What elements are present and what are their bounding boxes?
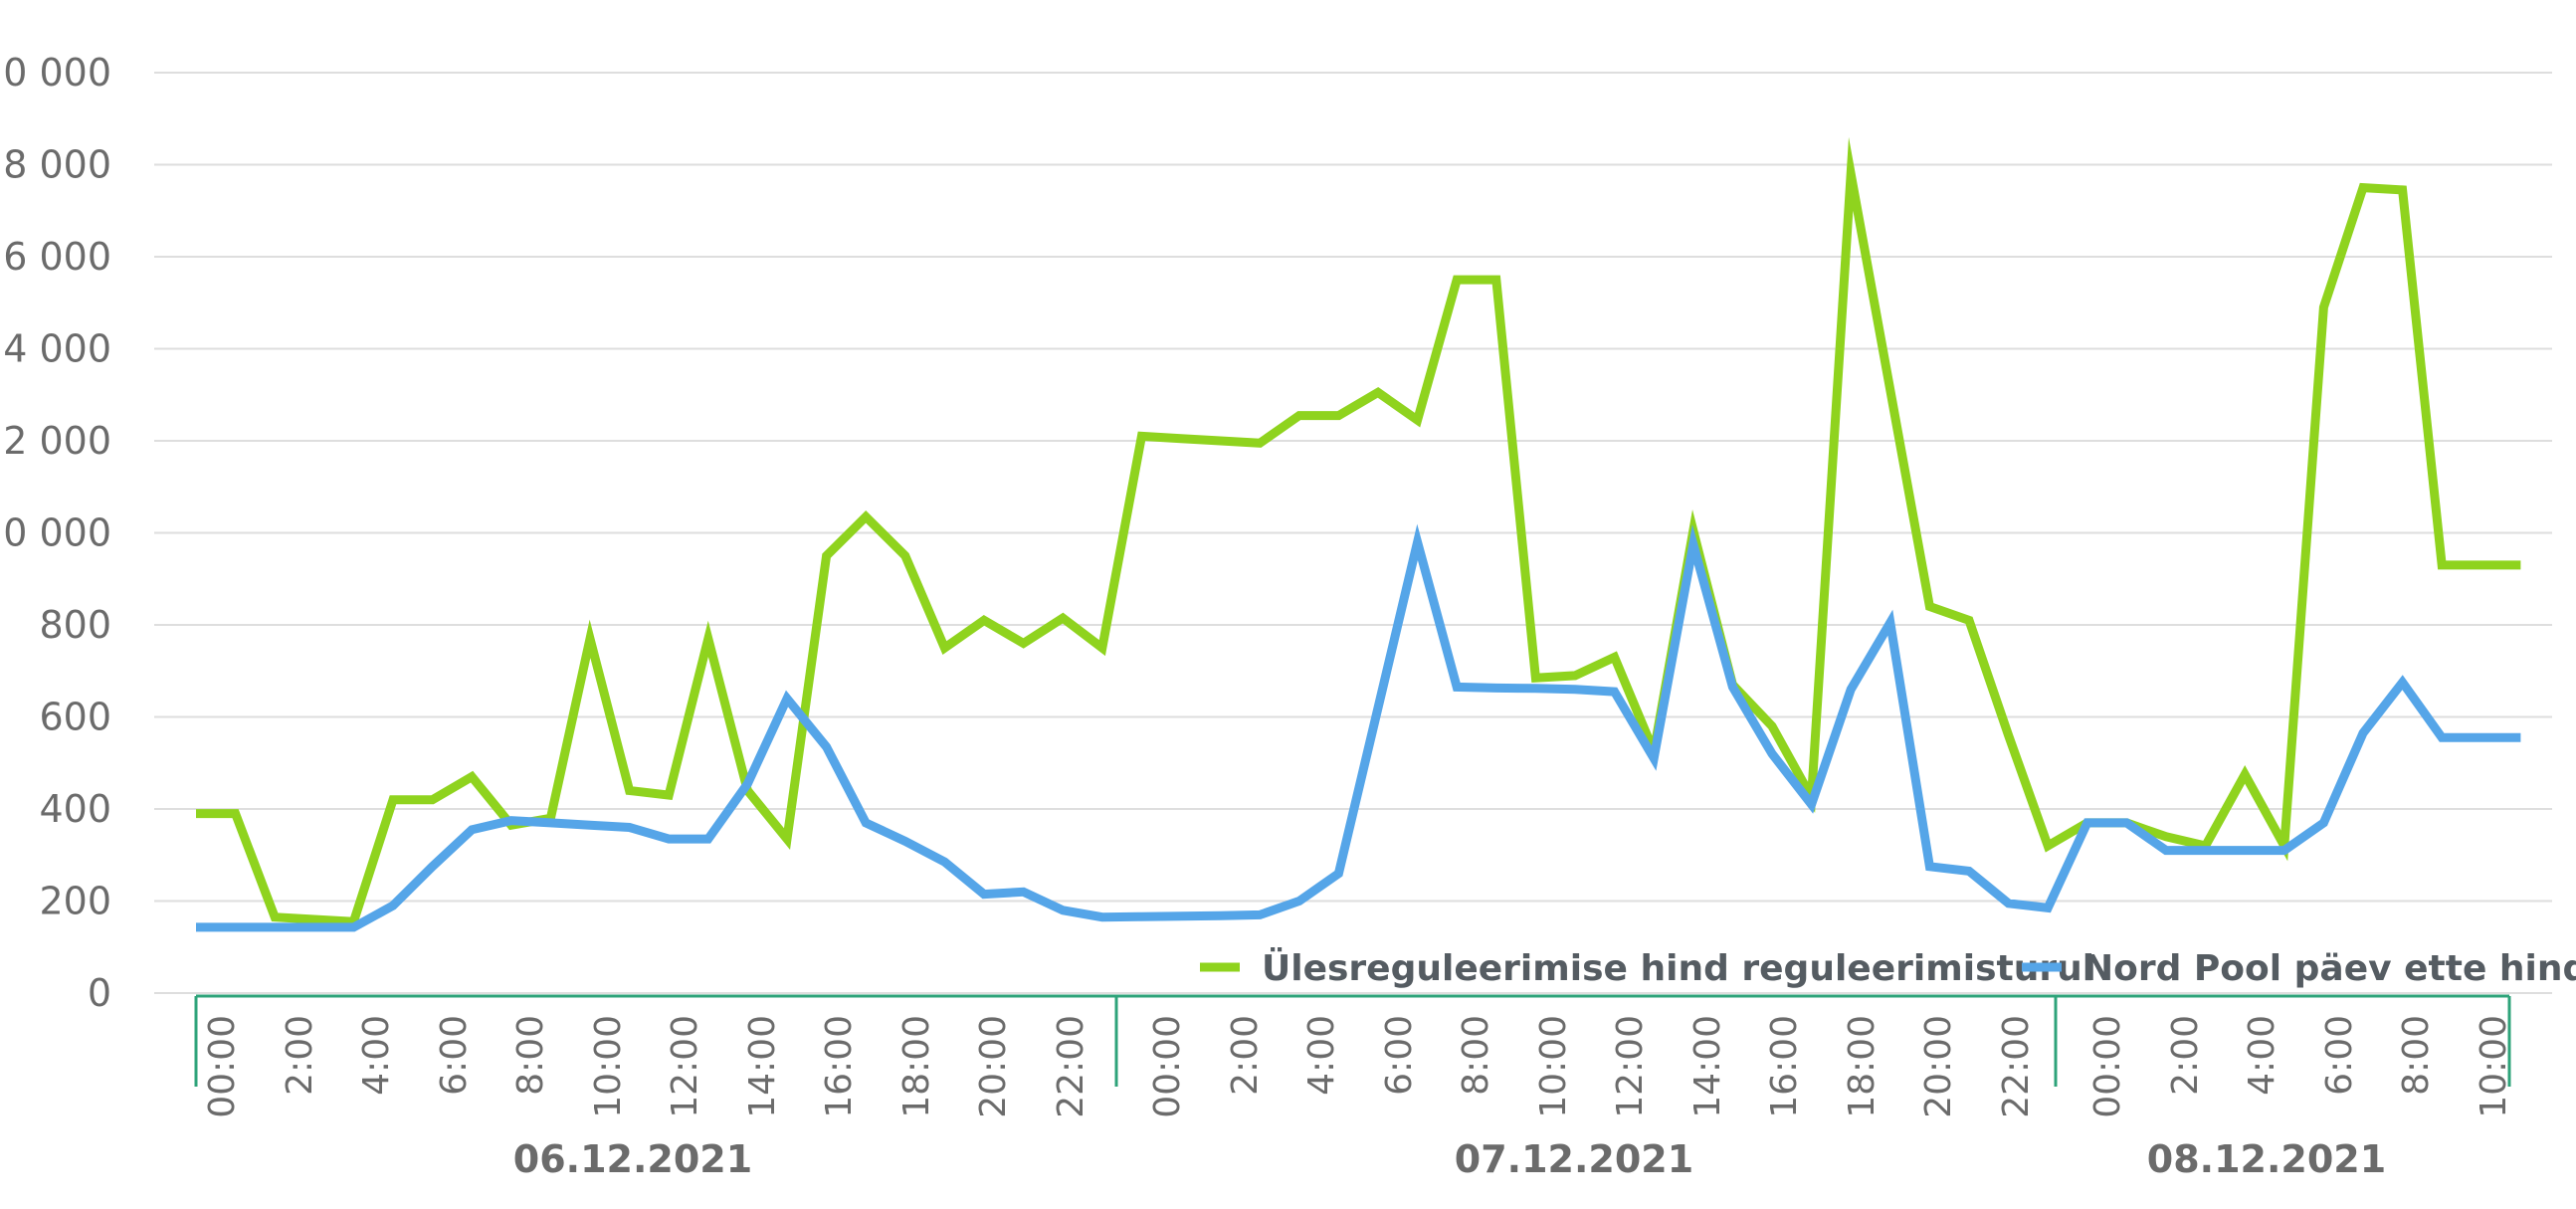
day-label: 08.12.2021	[2147, 1137, 2386, 1181]
day-labels: 06.12.2021 07.12.2021 08.12.2021	[513, 1137, 2386, 1181]
x-axis	[194, 994, 2511, 1087]
x-tick-label: 4:00	[2242, 1015, 2282, 1096]
y-tick-label: 16 000	[0, 235, 111, 279]
x-tick-label: 8:00	[510, 1015, 551, 1096]
y-tick-label: 0	[88, 971, 111, 1015]
x-tick-label: 8:00	[1456, 1015, 1496, 1096]
series-line-1	[196, 523, 2521, 932]
x-tick-label: 6:00	[2319, 1015, 2360, 1096]
y-tick-label: 200	[39, 880, 111, 923]
x-tick-label: 22:00	[1996, 1015, 2037, 1118]
x-tick-label: 10:00	[1533, 1015, 1574, 1118]
y-tick-label: 12 000	[0, 419, 111, 463]
y-tick-label: 20 000	[0, 51, 111, 95]
legend: Ülesreguleerimise hind reguleerimisturul…	[1200, 947, 2576, 989]
x-tick-label: 2:00	[280, 1015, 320, 1096]
x-tick-label: 12:00	[665, 1015, 705, 1118]
x-tick-label: 4:00	[356, 1015, 397, 1096]
y-tick-label: 18 000	[0, 143, 111, 187]
x-tick-label: 4:00	[1301, 1015, 1342, 1096]
x-tick-label: 2:00	[1225, 1015, 1266, 1096]
legend-label-green: Ülesreguleerimise hind reguleerimisturul	[1262, 947, 2094, 989]
day-label: 07.12.2021	[1455, 1137, 1693, 1181]
x-tick-label: 00:00	[202, 1015, 243, 1118]
y-tick-label: 10 000	[0, 511, 111, 555]
x-tick-label: 00:00	[1147, 1015, 1188, 1118]
legend-label-blue: Nord Pool päev ette hind	[2083, 948, 2576, 989]
x-tick-label: 16:00	[819, 1015, 860, 1118]
y-tick-label: 600	[39, 696, 111, 739]
y-tick-label: 800	[39, 603, 111, 647]
day-label: 06.12.2021	[513, 1137, 752, 1181]
x-tick-label: 10:00	[2474, 1015, 2514, 1118]
x-tick-label: 18:00	[1842, 1015, 1882, 1118]
grid-lines	[154, 72, 2552, 994]
x-tick-label: 20:00	[973, 1015, 1014, 1118]
x-axis-tick-labels: 00:00 2:00 4:00 6:00 8:00 10:00 12:00 14:00 16:0…	[202, 1015, 2514, 1118]
y-tick-label: 14 000	[0, 327, 111, 371]
x-tick-label: 22:00	[1051, 1015, 1091, 1118]
x-tick-label: 2:00	[2165, 1015, 2206, 1096]
x-tick-label: 8:00	[2396, 1015, 2437, 1096]
x-tick-label: 16:00	[1764, 1015, 1805, 1118]
x-tick-label: 6:00	[1379, 1015, 1420, 1096]
x-tick-label: 14:00	[1687, 1015, 1728, 1118]
y-axis-tick-labels: 0 200 400 600 800 10 000 12 000 14 000 16 000 18 …	[0, 51, 111, 1015]
series-lines	[196, 136, 2521, 932]
x-tick-label: 12:00	[1610, 1015, 1651, 1118]
x-tick-label: 20:00	[1918, 1015, 1959, 1118]
y-tick-label: 400	[39, 787, 111, 831]
x-tick-label: 18:00	[896, 1015, 937, 1118]
x-tick-label: 00:00	[2087, 1015, 2128, 1118]
x-tick-label: 14:00	[742, 1015, 783, 1118]
x-tick-label: 10:00	[588, 1015, 629, 1118]
x-tick-label: 6:00	[434, 1015, 475, 1096]
